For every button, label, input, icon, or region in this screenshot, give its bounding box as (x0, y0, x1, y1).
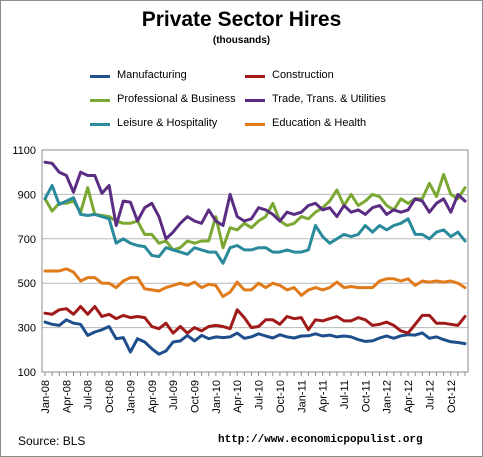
x-tick-label-Apr-11: Apr-11 (318, 380, 330, 412)
y-tick-label-500: 500 (18, 278, 36, 290)
source-note: Source: BLS (18, 434, 86, 448)
legend-label-education-health: Education & Health (272, 117, 367, 129)
legend-label-manufacturing: Manufacturing (117, 69, 187, 81)
x-tick-label-Oct-11: Oct-11 (360, 380, 372, 412)
source-url: http://www.economicpopulist.org (218, 434, 423, 446)
x-tick-label-Apr-12: Apr-12 (403, 380, 415, 413)
y-tick-label-1100: 1100 (12, 145, 36, 157)
x-tick-label-Jul-12: Jul-12 (424, 380, 436, 410)
x-tick-label-Apr-10: Apr-10 (232, 380, 244, 413)
x-tick-label-Jan-10: Jan-10 (211, 380, 223, 414)
x-tick-label-Oct-12: Oct-12 (446, 380, 458, 413)
legend-label-professional-business: Professional & Business (117, 93, 236, 105)
series-line-trade-trans-utilities (43, 160, 467, 241)
series-line-construction (43, 305, 467, 335)
legend-label-construction: Construction (272, 69, 334, 81)
legend-swatch-trade-trans-utilities (245, 99, 265, 102)
chart-subtitle: (thousands) (212, 35, 271, 46)
legend-swatch-professional-business (90, 99, 110, 102)
x-tick-label-Oct-09: Oct-09 (189, 380, 201, 413)
x-tick-label-Oct-08: Oct-08 (104, 380, 116, 413)
y-tick-label-700: 700 (18, 234, 36, 246)
chart-title: Private Sector Hires (141, 8, 342, 31)
y-tick-label-100: 100 (18, 367, 36, 379)
plot-area-border (41, 149, 469, 373)
legend-swatch-construction (245, 75, 265, 78)
legend-swatch-education-health (245, 123, 265, 126)
series-line-leisure-hospitality (43, 184, 467, 265)
x-tick-label-Jan-09: Jan-09 (125, 380, 137, 414)
x-tick-label-Jan-11: Jan-11 (296, 380, 308, 413)
x-tick-label-Jan-12: Jan-12 (382, 380, 394, 414)
x-tick-label-Jul-11: Jul-11 (339, 380, 351, 409)
legend-label-trade-trans-utilities: Trade, Trans. & Utilities (272, 93, 386, 105)
legend-swatch-leisure-hospitality (90, 123, 110, 126)
y-tick-label-900: 900 (18, 189, 36, 201)
x-tick-label-Jul-10: Jul-10 (254, 380, 266, 410)
x-tick-label-Oct-10: Oct-10 (275, 380, 287, 413)
x-tick-label-Apr-09: Apr-09 (147, 380, 159, 413)
x-tick-label-Jan-08: Jan-08 (40, 380, 52, 414)
y-tick-label-300: 300 (18, 323, 36, 335)
legend-swatch-manufacturing (90, 75, 110, 78)
x-tick-label-Apr-08: Apr-08 (61, 380, 73, 413)
x-tick-label-Jul-09: Jul-09 (168, 380, 180, 410)
series-line-education-health (43, 267, 467, 298)
legend-label-leisure-hospitality: Leisure & Hospitality (117, 117, 218, 129)
series-line-manufacturing (43, 318, 467, 356)
x-tick-label-Jul-08: Jul-08 (83, 380, 95, 410)
